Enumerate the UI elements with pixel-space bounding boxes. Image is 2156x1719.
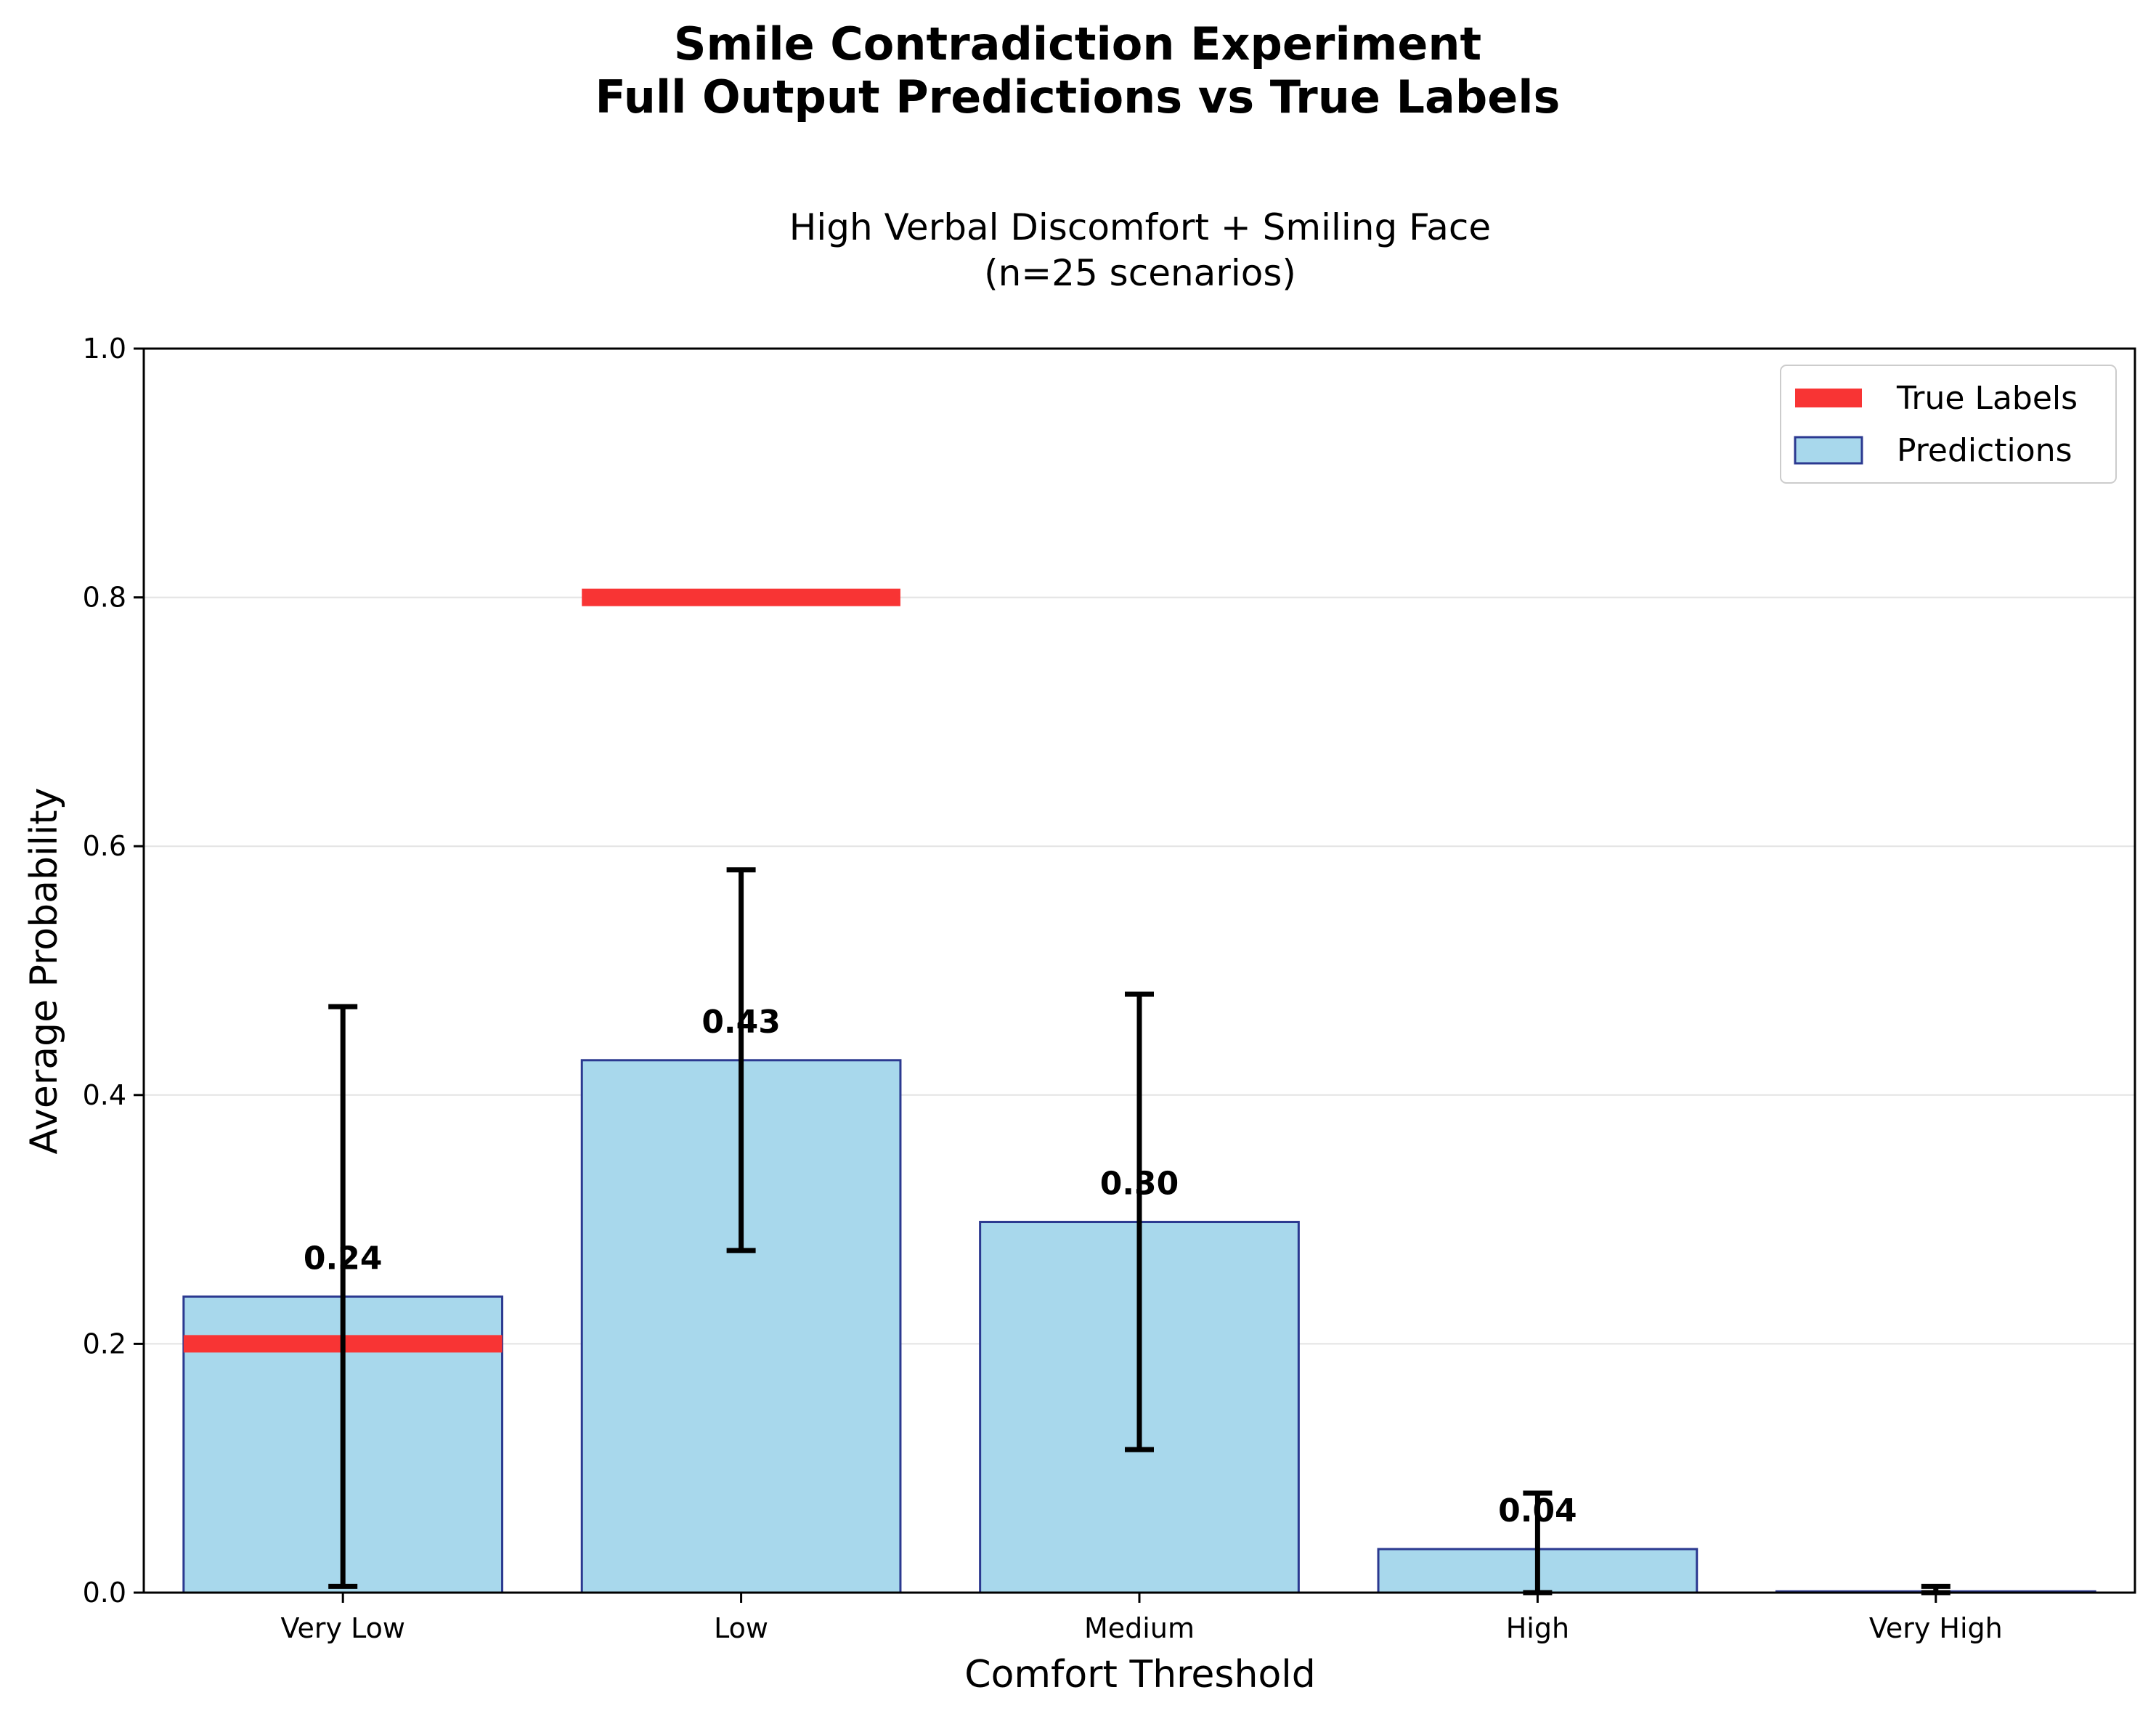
x-tick-label: Very Low (280, 1612, 404, 1644)
y-tick-label: 0.8 (83, 582, 126, 614)
y-tick-label: 0.2 (83, 1328, 126, 1360)
suptitle-line-2: Full Output Predictions vs True Labels (595, 70, 1561, 123)
y-axis-label: Average Probability (23, 788, 66, 1155)
y-tick-label: 1.0 (83, 333, 126, 365)
x-tick-label: High (1506, 1612, 1569, 1644)
value-label: 0.43 (701, 1004, 781, 1041)
x-axis-ticks: Very Low Low Medium High Very High (280, 1593, 2003, 1644)
chart-title-line-1: High Verbal Discomfort + Smiling Face (789, 206, 1491, 248)
value-labels: 0.24 0.43 0.30 0.04 (304, 1004, 1577, 1529)
legend-swatch-predictions (1794, 436, 1863, 465)
y-tick-label: 0.6 (83, 830, 126, 862)
legend-label-predictions: Predictions (1897, 432, 2072, 469)
x-tick-label: Low (714, 1612, 768, 1644)
value-label: 0.24 (304, 1240, 383, 1277)
x-axis-label: Comfort Threshold (964, 1653, 1315, 1696)
value-label: 0.04 (1498, 1492, 1577, 1529)
y-tick-label: 0.4 (83, 1079, 126, 1111)
legend-frame (1780, 365, 2117, 484)
x-tick-label: Very High (1869, 1612, 2003, 1644)
suptitle-line-1: Smile Contradiction Experiment (674, 17, 1481, 70)
legend-label-true-labels: True Labels (1896, 380, 2078, 417)
chart-title-line-2: (n=25 scenarios) (984, 252, 1296, 294)
value-label: 0.30 (1100, 1166, 1179, 1203)
y-tick-label: 0.0 (83, 1577, 126, 1609)
y-axis-ticks: 0.0 0.2 0.4 0.6 0.8 1.0 (83, 333, 144, 1609)
legend-swatch-true-labels (1795, 389, 1862, 407)
x-tick-label: Medium (1084, 1612, 1195, 1644)
legend: True Labels Predictions (1780, 365, 2117, 484)
